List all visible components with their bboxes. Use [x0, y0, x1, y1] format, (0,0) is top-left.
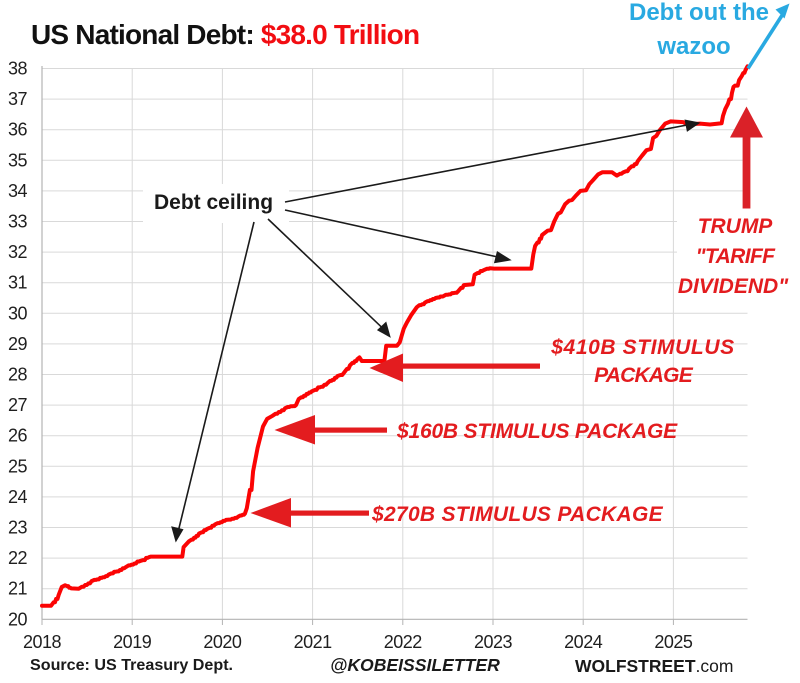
svg-text:2019: 2019: [113, 632, 152, 652]
svg-text:2023: 2023: [474, 632, 513, 652]
svg-text:21: 21: [8, 579, 28, 599]
svg-text:Source: US Treasury Dept.: Source: US Treasury Dept.: [30, 656, 233, 674]
svg-text:2018: 2018: [23, 632, 62, 652]
svg-text:US National Debt: $38.0 Trilli: US National Debt: $38.0 Trillion: [31, 19, 419, 50]
svg-text:34: 34: [8, 181, 28, 201]
svg-text:DIVIDEND": DIVIDEND": [678, 275, 789, 298]
svg-text:2024: 2024: [564, 632, 603, 652]
svg-text:wazoo: wazoo: [656, 33, 730, 60]
svg-text:29: 29: [8, 334, 28, 354]
svg-text:30: 30: [8, 303, 28, 323]
svg-text:2022: 2022: [384, 632, 423, 652]
svg-text:23: 23: [8, 518, 28, 538]
svg-text:PACKAGE: PACKAGE: [594, 364, 694, 387]
svg-text:$410B STIMULUS: $410B STIMULUS: [550, 336, 734, 359]
svg-text:26: 26: [8, 426, 28, 446]
svg-text:33: 33: [8, 212, 28, 232]
svg-text:20: 20: [8, 609, 28, 629]
svg-text:$160B STIMULUS PACKAGE: $160B STIMULUS PACKAGE: [396, 420, 678, 443]
svg-text:27: 27: [8, 395, 28, 415]
svg-text:38: 38: [8, 59, 28, 79]
svg-text:2025: 2025: [654, 632, 693, 652]
svg-text:36: 36: [8, 120, 28, 140]
svg-text:@KOBEISSILETTER: @KOBEISSILETTER: [330, 655, 500, 675]
svg-text:24: 24: [8, 487, 28, 507]
svg-text:Debt out the: Debt out the: [629, 0, 769, 26]
svg-text:2021: 2021: [294, 632, 333, 652]
svg-text:35: 35: [8, 150, 28, 170]
svg-text:25: 25: [8, 456, 28, 476]
svg-text:37: 37: [8, 89, 28, 109]
svg-text:TRUMP: TRUMP: [698, 215, 774, 238]
svg-text:2020: 2020: [203, 632, 242, 652]
svg-text:"TARIFF: "TARIFF: [696, 245, 777, 268]
svg-text:31: 31: [8, 273, 28, 293]
svg-text:$270B STIMULUS PACKAGE: $270B STIMULUS PACKAGE: [371, 503, 664, 526]
svg-text:28: 28: [8, 365, 28, 385]
svg-text:32: 32: [8, 242, 28, 262]
svg-text:22: 22: [8, 548, 28, 568]
svg-text:Debt ceiling: Debt ceiling: [154, 191, 273, 214]
svg-text:WOLFSTREET.com: WOLFSTREET.com: [575, 656, 733, 676]
